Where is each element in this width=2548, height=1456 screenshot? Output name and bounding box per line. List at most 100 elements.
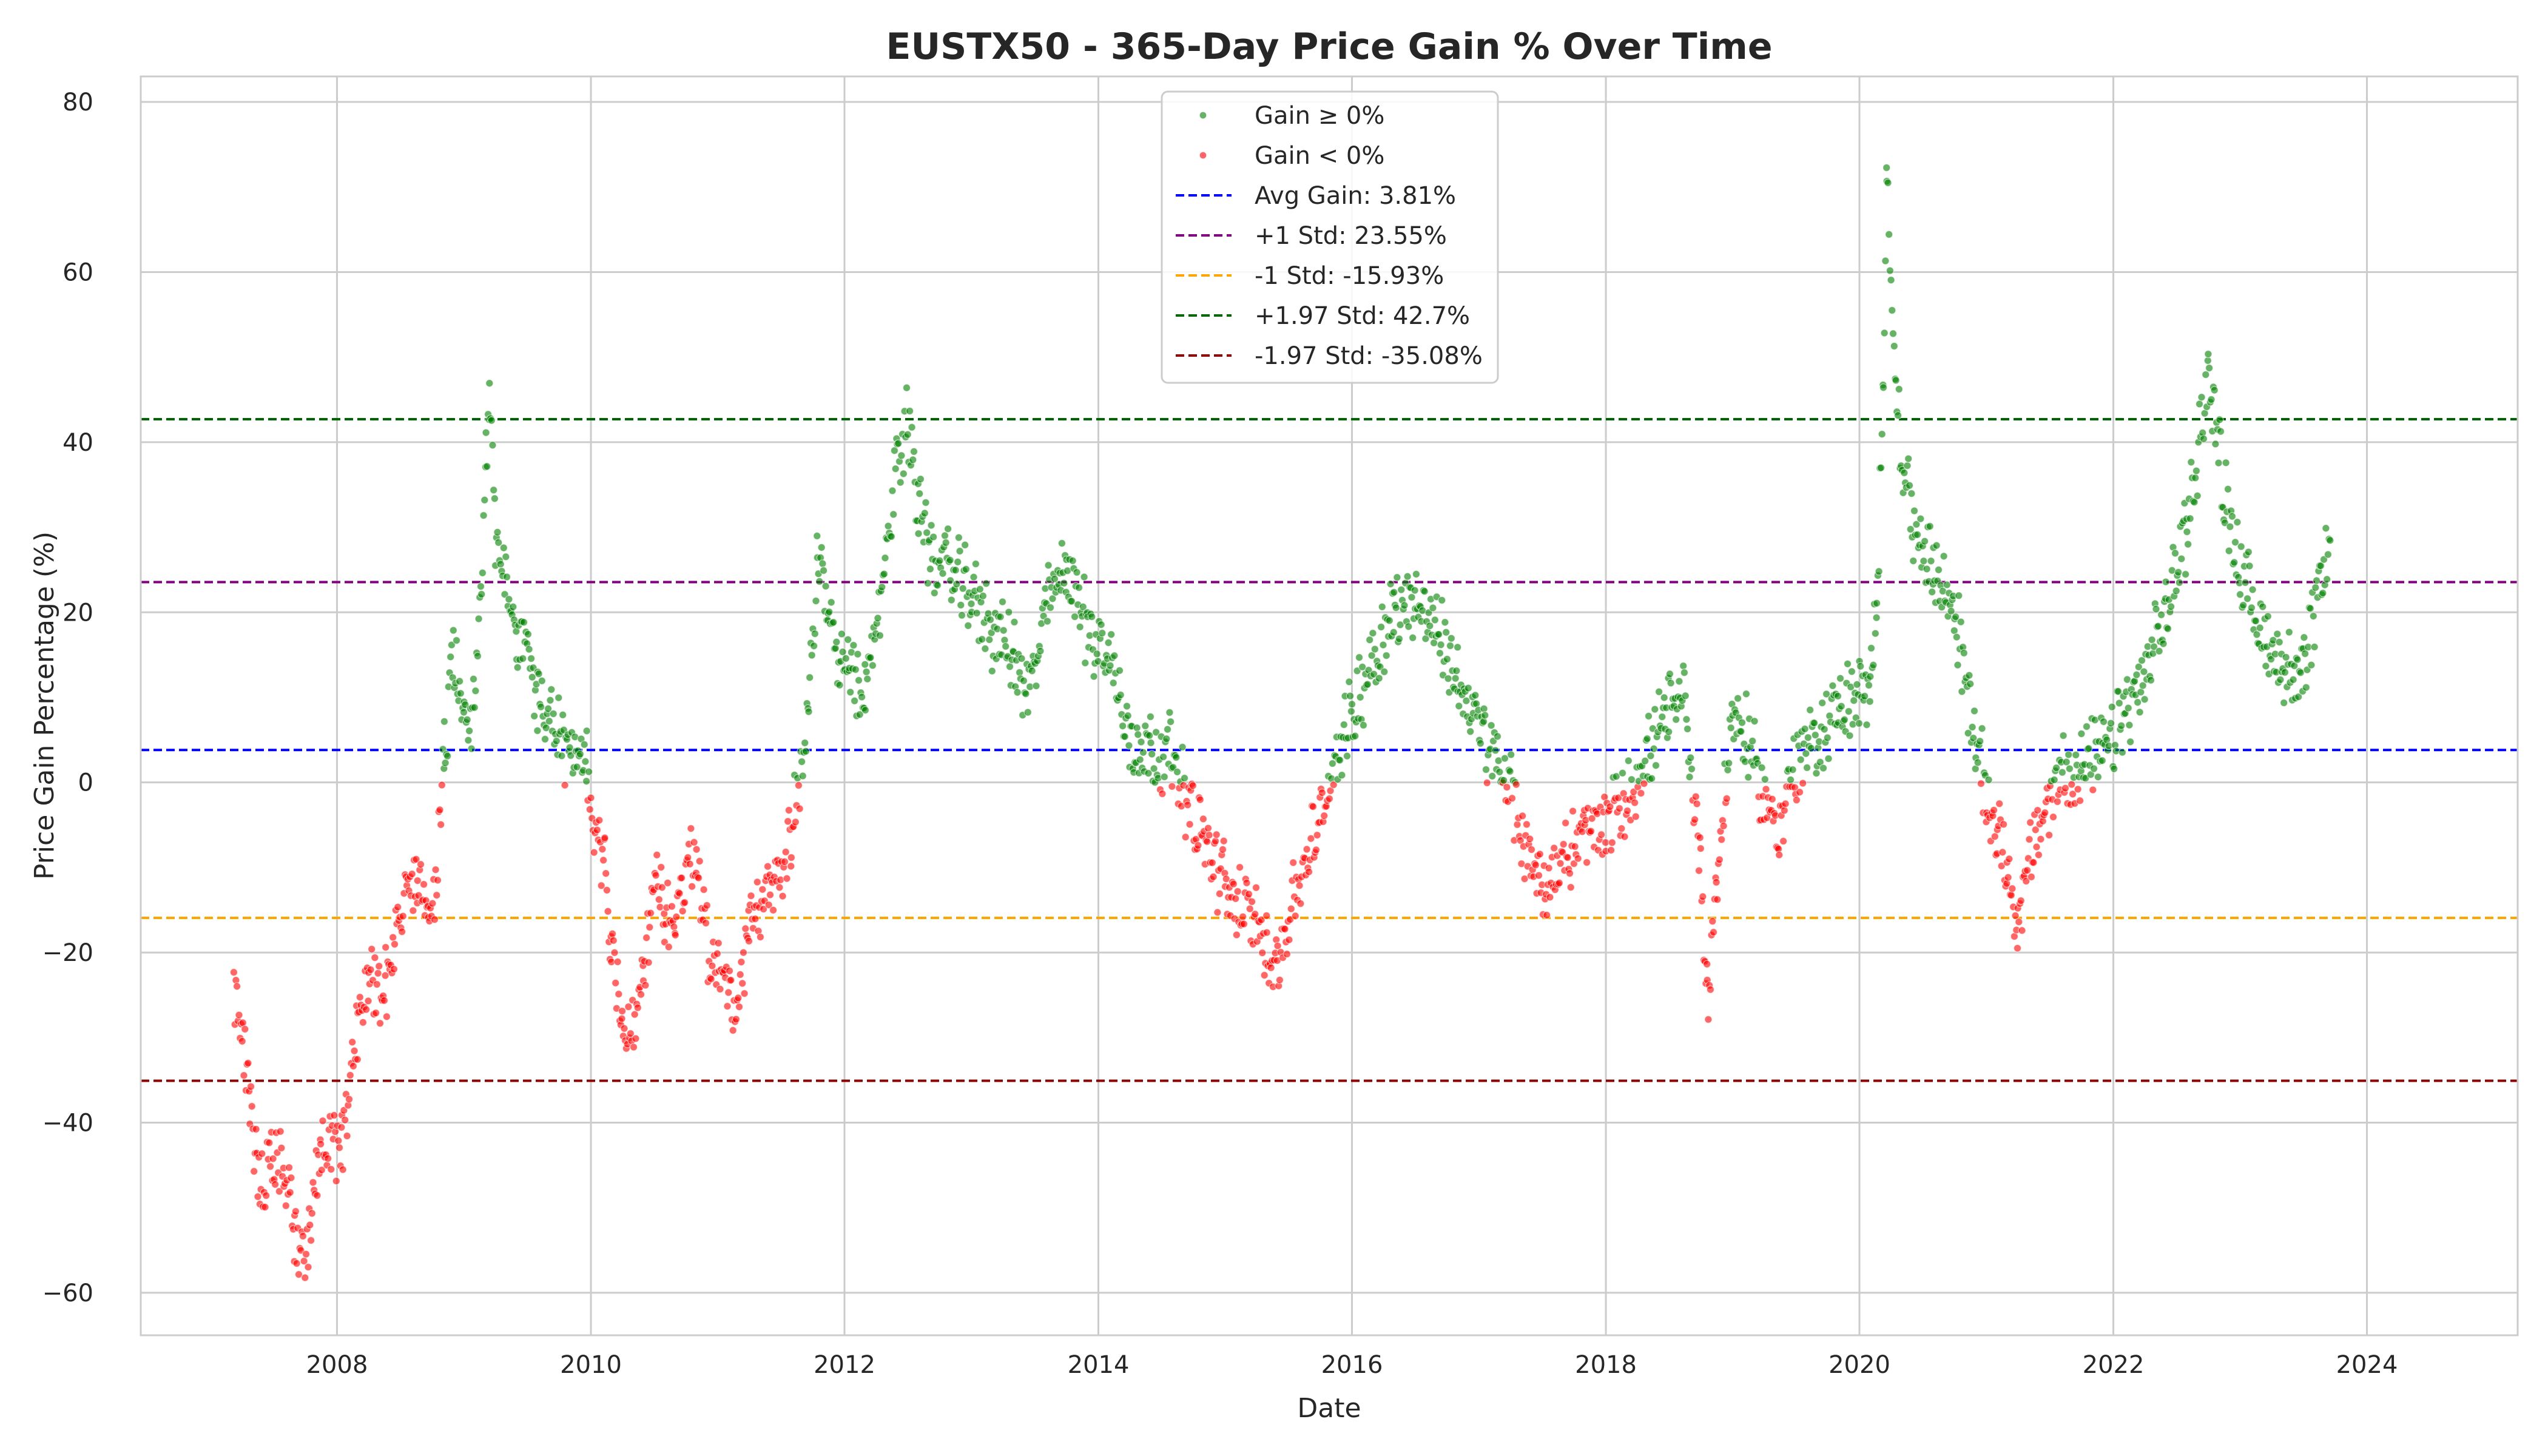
loss-point xyxy=(1233,887,1242,896)
gain-point xyxy=(1491,746,1500,755)
loss-point xyxy=(1563,853,1572,862)
loss-point xyxy=(375,962,383,971)
loss-point xyxy=(1607,846,1616,855)
y-axis-label: Price Gain Percentage (%) xyxy=(29,531,60,880)
gain-point xyxy=(1882,163,1891,172)
loss-point xyxy=(1518,812,1527,820)
loss-point xyxy=(1320,811,1329,820)
loss-point xyxy=(1556,859,1565,868)
loss-point xyxy=(769,906,778,914)
gain-point xyxy=(1403,572,1412,581)
gain-point xyxy=(1886,266,1894,275)
loss-point xyxy=(346,1071,354,1080)
gain-point xyxy=(1400,601,1409,610)
loss-point xyxy=(1631,798,1639,807)
gain-point xyxy=(2273,630,2282,638)
loss-point xyxy=(323,1154,332,1163)
gain-point xyxy=(2300,633,2308,642)
gain-point xyxy=(1909,556,1918,565)
gain-point xyxy=(558,752,566,760)
loss-point xyxy=(1779,837,1788,846)
gain-point xyxy=(1750,717,1759,726)
x-axis-ticks: 2008 2010 2012 2014 2016 2018 2020 2022 2024 xyxy=(306,1351,2398,1379)
loss-point xyxy=(723,1002,732,1011)
gain-point xyxy=(479,511,488,520)
gain-point xyxy=(2306,604,2314,613)
gain-point xyxy=(1480,704,1488,713)
legend: Gain ≥ 0% Gain < 0% Avg Gain: 3.81% +1 Std:… xyxy=(1161,90,1499,384)
gain-point xyxy=(493,528,502,536)
gain-point xyxy=(1913,530,1922,539)
gain-point xyxy=(835,681,844,689)
loss-point xyxy=(1694,866,1704,875)
gain-point xyxy=(1885,230,1893,238)
gain-point xyxy=(1876,463,1886,472)
gain-point xyxy=(456,689,465,698)
loss-point xyxy=(246,1082,255,1091)
loss-point xyxy=(1703,960,1711,968)
loss-point xyxy=(1997,861,2006,871)
gain-point xyxy=(1787,775,1795,784)
loss-point xyxy=(399,912,407,920)
gain-point xyxy=(1455,702,1463,710)
loss-point xyxy=(703,901,711,910)
gain-point xyxy=(2077,729,2086,738)
gain-point xyxy=(801,738,809,747)
gain-point xyxy=(1643,734,1651,743)
gain-point xyxy=(559,710,567,720)
gain-point xyxy=(1958,687,1966,696)
gain-point xyxy=(1163,725,1172,733)
loss-point xyxy=(1522,820,1531,829)
loss-point xyxy=(409,906,417,915)
loss-point xyxy=(1555,878,1563,888)
loss-point xyxy=(419,880,428,889)
gain-point xyxy=(582,777,591,786)
gain-point xyxy=(2319,588,2327,598)
gain-point xyxy=(1955,592,1963,600)
loss-point xyxy=(2011,911,2020,920)
loss-point xyxy=(261,1203,269,1212)
gain-point xyxy=(449,626,457,635)
gain-point xyxy=(1952,613,1960,621)
gain-point xyxy=(880,570,888,578)
gain-point xyxy=(2293,655,2302,664)
loss-point xyxy=(784,806,794,815)
gain-point xyxy=(930,588,939,598)
loss-point xyxy=(677,874,686,882)
loss-point xyxy=(595,816,604,824)
loss-point xyxy=(292,1259,301,1268)
loss-point xyxy=(598,845,607,854)
gain-point xyxy=(2135,708,2144,716)
gain-point xyxy=(837,630,846,638)
loss-point xyxy=(2018,926,2026,935)
loss-point xyxy=(343,1131,351,1141)
loss-point xyxy=(1168,782,1176,790)
loss-point xyxy=(1275,976,1284,985)
loss-point xyxy=(658,883,667,892)
loss-point xyxy=(630,1010,639,1019)
gain-point xyxy=(1115,666,1124,675)
gain-point xyxy=(2098,757,2106,765)
gain-point xyxy=(943,525,952,533)
legend-label: +1 Std: 23.55% xyxy=(1255,222,1447,250)
loss-point xyxy=(633,1003,642,1012)
gain-point xyxy=(797,757,806,766)
gain-point xyxy=(854,676,863,685)
gain-point xyxy=(1970,707,1979,715)
loss-point xyxy=(382,1013,391,1021)
gain-point xyxy=(487,416,496,425)
loss-point xyxy=(397,928,406,936)
gain-point xyxy=(954,558,962,566)
gain-point xyxy=(580,740,588,749)
loss-point xyxy=(287,1173,295,1182)
loss-point xyxy=(663,878,672,888)
gain-point xyxy=(2307,661,2316,669)
loss-point xyxy=(2034,851,2043,859)
gain-point xyxy=(530,712,539,720)
gain-point xyxy=(846,688,855,696)
loss-point xyxy=(428,899,437,908)
loss-point xyxy=(1713,895,1722,904)
gain-point xyxy=(809,642,818,650)
loss-point xyxy=(1620,832,1629,841)
loss-point xyxy=(2025,835,2034,844)
